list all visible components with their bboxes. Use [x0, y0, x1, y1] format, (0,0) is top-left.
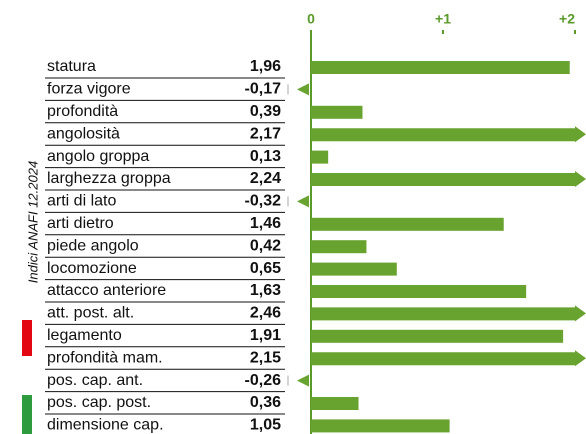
category-label: pos. cap. post. — [47, 394, 151, 411]
category-label: dimensione cap. — [47, 417, 164, 434]
category-label: arti dietro — [47, 215, 114, 232]
category-label: statura — [47, 58, 96, 75]
x-tick-label: +2 — [559, 11, 575, 27]
value-label: 0,65 — [250, 260, 281, 277]
value-label: 1,96 — [250, 58, 281, 75]
category-label: arti di lato — [47, 193, 116, 210]
bar — [311, 126, 586, 143]
category-label: angolosità — [47, 125, 120, 142]
value-label: 1,63 — [250, 282, 281, 299]
bar — [297, 83, 309, 96]
green-marker — [22, 395, 32, 434]
value-label: 0,36 — [250, 394, 281, 411]
x-tick-label: 0 — [307, 11, 315, 27]
value-label: -0,17 — [245, 81, 282, 98]
value-label: 2,17 — [250, 125, 281, 142]
bar — [311, 217, 504, 231]
value-label: 2,24 — [250, 170, 281, 187]
bar — [311, 171, 586, 187]
category-label: piede angolo — [47, 237, 139, 254]
bar — [311, 150, 329, 164]
category-label: pos. cap. ant. — [47, 372, 143, 389]
bar — [311, 285, 527, 298]
bar — [297, 374, 309, 387]
category-label: angolo groppa — [47, 148, 149, 165]
bar — [311, 61, 570, 74]
category-label: attacco anteriore — [47, 282, 166, 299]
bar — [311, 419, 450, 433]
value-label: 2,15 — [250, 349, 281, 366]
bar — [311, 240, 367, 254]
category-label: forza vigore — [47, 81, 131, 98]
x-tick-label: +1 — [435, 11, 451, 27]
category-label: profondità mam. — [47, 349, 163, 366]
side-label: Indici ANAFI 12.2024 — [25, 161, 40, 283]
category-label: legamento — [47, 327, 122, 344]
category-label: locomozione — [47, 260, 137, 277]
bar — [311, 397, 359, 410]
red-marker — [22, 320, 32, 356]
value-label: 1,91 — [250, 327, 281, 344]
value-label: 0,13 — [250, 148, 281, 165]
category-label: att. post. alt. — [47, 305, 134, 322]
value-label: 1,46 — [250, 215, 281, 232]
bar — [311, 350, 586, 367]
category-label: profondità — [47, 103, 118, 120]
bar — [311, 105, 363, 119]
category-label: larghezza groppa — [47, 170, 171, 187]
value-label: 1,05 — [250, 417, 281, 434]
bar — [297, 195, 309, 208]
bar — [311, 329, 564, 343]
value-label: -0,32 — [245, 193, 282, 210]
value-label: 0,42 — [250, 237, 281, 254]
value-label: 0,39 — [250, 103, 281, 120]
bar — [311, 305, 586, 322]
value-label: 2,46 — [250, 305, 281, 322]
bar — [311, 262, 397, 276]
value-label: -0,26 — [245, 372, 282, 389]
